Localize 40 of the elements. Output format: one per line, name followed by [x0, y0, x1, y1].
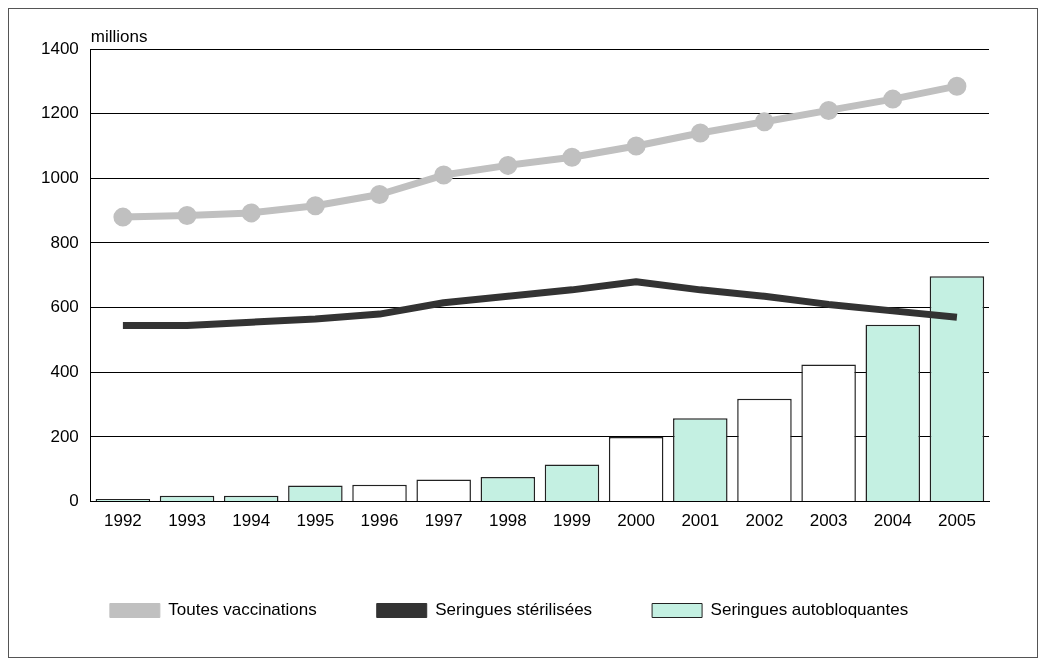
- y-tick-label: 600: [50, 297, 79, 317]
- point: [883, 89, 903, 109]
- legend-label: Toutes vaccinations: [168, 600, 317, 620]
- x-tick-label: 2003: [809, 511, 848, 531]
- point: [626, 136, 646, 156]
- x-tick-label: 2002: [745, 511, 784, 531]
- point: [690, 123, 710, 143]
- y-tick-label: 1000: [40, 168, 79, 187]
- x-tick-label: 1997: [424, 511, 463, 531]
- point: [562, 147, 582, 167]
- y-tick-label: 1200: [40, 103, 79, 123]
- x-tick-label: 2004: [873, 511, 912, 531]
- y-axis-title: millions: [90, 27, 148, 47]
- y-tick-label: 1400: [40, 38, 79, 58]
- point: [370, 184, 390, 204]
- point: [754, 112, 774, 132]
- x-tick-label: 1996: [360, 511, 399, 531]
- point: [498, 155, 518, 175]
- x-tick-label: 1994: [232, 511, 271, 531]
- legend-label: Seringues autobloquantes: [710, 600, 909, 620]
- point: [113, 207, 133, 227]
- point: [305, 196, 325, 216]
- legend-label: Seringues stérilisées: [435, 600, 593, 620]
- x-tick-label: 2001: [681, 511, 720, 531]
- y-tick-label: 0: [69, 491, 79, 511]
- x-tick-label: 2000: [617, 511, 656, 531]
- x-tick-label: 1993: [168, 511, 206, 531]
- point: [434, 165, 454, 185]
- y-tick-label: 400: [50, 361, 79, 381]
- x-tick-label: 2005: [938, 511, 976, 531]
- point: [177, 205, 197, 225]
- x-tick-label: 1992: [103, 511, 142, 531]
- y-tick-label: 200: [50, 426, 79, 446]
- x-tick-label: 1999: [553, 511, 591, 531]
- x-tick-label: 1995: [296, 511, 335, 531]
- point: [819, 100, 839, 120]
- y-tick-label: 800: [50, 232, 79, 252]
- point: [947, 76, 967, 96]
- x-tick-label: 1998: [488, 511, 527, 531]
- point: [241, 203, 261, 223]
